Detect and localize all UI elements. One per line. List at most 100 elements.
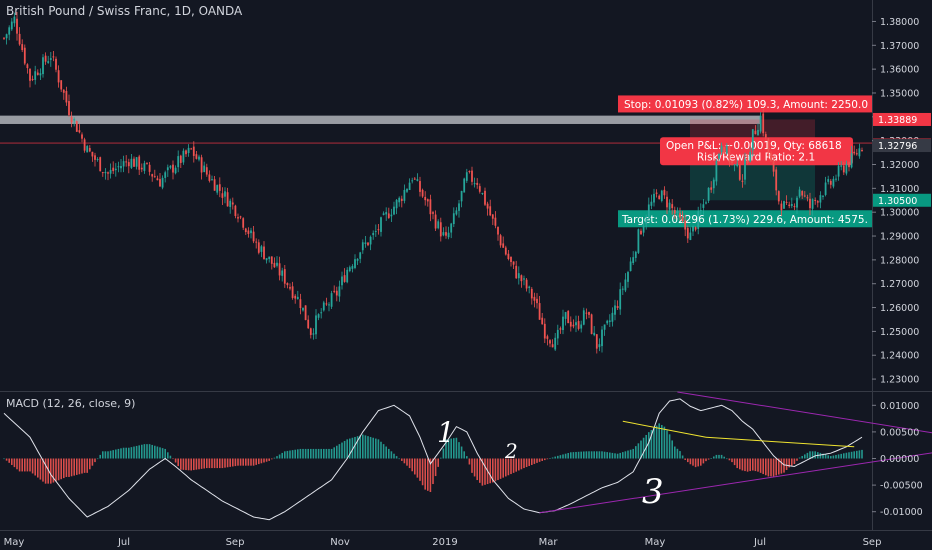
candle-body <box>850 153 853 168</box>
macd-histogram-bar <box>648 432 650 459</box>
candle-body <box>598 344 601 348</box>
macd-histogram-bar <box>653 427 655 459</box>
macd-histogram-bar <box>211 458 213 469</box>
candle-body <box>650 201 653 206</box>
macd-histogram-bar <box>687 458 689 463</box>
macd-histogram-bar <box>216 458 218 469</box>
macd-histogram-bar <box>99 454 101 459</box>
macd-histogram-bar <box>684 458 686 460</box>
macd-histogram-bar <box>674 446 676 459</box>
candle-body <box>289 287 291 289</box>
macd-histogram-bar <box>52 458 55 483</box>
macd-histogram-bar <box>187 458 190 471</box>
position-tool[interactable]: Stop: 0.01093 (0.82%) 109.3, Amount: 225… <box>618 95 872 228</box>
candle-body <box>684 220 687 230</box>
macd-histogram-bar <box>588 451 590 459</box>
macd-histogram-bar <box>401 458 403 461</box>
macd-histogram-bar <box>154 445 156 459</box>
macd-histogram-bar <box>715 454 718 459</box>
candle-body <box>263 246 265 260</box>
macd-histogram-bar <box>723 456 725 459</box>
candle-body <box>224 191 226 197</box>
macd-pane <box>3 398 863 521</box>
macd-histogram-bar <box>741 458 744 471</box>
macd-histogram-bar <box>512 458 515 473</box>
macd-histogram-bar <box>294 449 296 459</box>
macd-histogram-bar <box>70 458 73 477</box>
macd-histogram-bar <box>307 448 309 459</box>
macd-histogram-bar <box>759 458 762 473</box>
candle-body <box>252 231 255 242</box>
macd-histogram-bar <box>323 448 325 459</box>
candle-body <box>572 324 575 327</box>
macd-histogram-bar <box>473 458 476 477</box>
price-tick-label: 1.27000 <box>880 279 919 290</box>
macd-histogram-bar <box>60 458 62 480</box>
macd-histogram-bar <box>861 449 863 459</box>
candle-body <box>486 203 489 209</box>
candle-body <box>367 242 369 246</box>
candle-body <box>608 320 611 322</box>
candle-body <box>31 78 34 80</box>
macd-histogram-bar <box>499 458 502 479</box>
time-tick-label: Sep <box>226 537 245 548</box>
candle-body <box>736 163 739 167</box>
time-axis[interactable]: May Jul Sep Nov 2019 Mar May Jul Sep <box>4 537 882 548</box>
candle-body <box>403 189 406 201</box>
candle-body <box>83 139 86 151</box>
candle-body <box>179 155 182 163</box>
macd-histogram-bar <box>489 458 491 484</box>
candle-body <box>88 148 91 152</box>
macd-histogram-bar <box>226 458 229 468</box>
candle-body <box>270 256 273 264</box>
macd-histogram-bar <box>104 451 107 459</box>
macd-histogram-bar <box>858 450 861 459</box>
candle-body <box>642 226 645 233</box>
candle-body <box>273 262 276 268</box>
candle-body <box>497 227 499 235</box>
candle-body <box>302 307 304 311</box>
candle-body <box>250 230 252 234</box>
macd-histogram-bar <box>549 458 551 459</box>
candle-body <box>185 150 187 155</box>
macd-histogram-bar <box>726 458 728 460</box>
candle-body <box>504 247 507 255</box>
macd-histogram-bar <box>315 448 317 459</box>
candle-body <box>554 337 557 350</box>
macd-histogram-bar <box>479 458 481 483</box>
candle-body <box>16 18 18 34</box>
candle-body <box>663 189 666 196</box>
candle-body <box>697 211 700 229</box>
candle-body <box>848 162 850 168</box>
candle-body <box>679 213 681 218</box>
candle-body <box>811 199 814 209</box>
macd-histogram-bar <box>281 452 283 459</box>
macd-histogram-bar <box>427 458 429 491</box>
macd-histogram-bar <box>286 450 289 459</box>
time-tick-label: 2019 <box>432 537 457 548</box>
macd-histogram-bar <box>713 456 715 459</box>
macd-histogram-bar <box>76 458 78 475</box>
candle-body <box>806 197 809 199</box>
candle-body <box>533 296 536 301</box>
candle-body <box>231 202 234 205</box>
macd-histogram-bar <box>57 458 60 481</box>
macd-histogram-bar <box>705 458 707 462</box>
price-axis[interactable]: 1.380001.370001.360001.350001.340001.330… <box>872 17 931 518</box>
trendline <box>705 436 855 448</box>
macd-histogram-bar <box>697 458 699 467</box>
candle-body <box>710 187 713 190</box>
time-tick-label: Mar <box>539 537 559 548</box>
macd-histogram-bar <box>26 458 29 472</box>
candle-body <box>322 302 325 311</box>
macd-histogram-bar <box>822 453 824 459</box>
candle-body <box>580 324 583 329</box>
candle-body <box>824 182 827 195</box>
macd-histogram-bar <box>250 458 252 466</box>
macd-histogram-bar <box>34 458 36 476</box>
candle-body <box>559 328 562 330</box>
macd-histogram-bar <box>109 450 112 459</box>
macd-histogram-bar <box>611 452 614 459</box>
macd-histogram-bar <box>260 458 263 464</box>
